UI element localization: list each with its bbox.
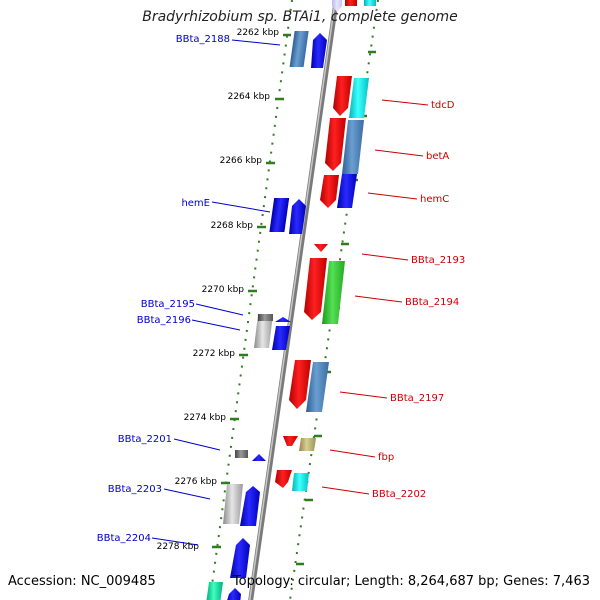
gene-feature-red-7[interactable] [275,470,292,488]
gene-feature-tdcD-red[interactable] [333,76,352,116]
gene-label-fbp[interactable]: fbp [378,452,394,463]
left-leader-lines [151,39,281,546]
gene-feature-bbta-2188[interactable] [311,33,327,68]
axis-label-2272: 2272 kbp [193,349,236,359]
gene-label-hemC[interactable]: hemC [420,194,449,205]
gene-feature-dark-top[interactable] [258,314,273,321]
right-track-guide [289,0,379,600]
leader-tdcD [381,99,429,106]
gene-feature-bbta-2203[interactable] [223,484,243,524]
gene-feature-top-stub[interactable] [332,0,342,12]
gene-label-betA[interactable]: betA [426,151,449,162]
gene-feature-gray-1[interactable] [254,314,273,348]
leader-bbta-2203 [163,488,211,500]
gene-feature-blue-1[interactable] [269,198,290,232]
gene-label-bbta-2203[interactable]: BBta_2203 [108,484,162,495]
axis-labels: 2262 kbp 2264 kbp 2266 kbp 2268 kbp 2270… [157,28,280,552]
leader-hemC [367,192,418,200]
leader-bbta-2193 [361,253,409,261]
leader-fbp [329,449,376,458]
axis-label-2270: 2270 kbp [202,285,245,295]
gene-feature-red-2[interactable] [325,118,346,171]
gene-feature-bbta-2201[interactable] [235,450,248,458]
axis-label-2262: 2262 kbp [237,28,280,38]
forward-strand-features [206,0,342,600]
accession-text: Accession: NC_009485 [8,574,156,589]
axis-label-2276: 2276 kbp [175,477,218,487]
gene-label-bbta-2202[interactable]: BBta_2202 [372,489,426,500]
gene-feature-blue-small[interactable] [252,454,266,461]
reverse-strand-features [275,0,376,491]
leader-bbta-2197 [339,391,388,399]
gene-feature-betA[interactable] [342,120,364,174]
gene-feature-bbta-2202[interactable] [292,473,309,491]
gene-feature-red-5[interactable] [289,360,311,409]
leader-hemE [211,201,271,213]
right-gene-labels: tdcD betA hemC BBta_2193 BBta_2194 BBta_… [372,100,465,500]
left-gene-labels: BBta_2188 hemE BBta_2195 BBta_2196 BBta_… [97,34,230,544]
gene-label-bbta-2196[interactable]: BBta_2196 [137,315,191,326]
axis-label-2264: 2264 kbp [228,92,271,102]
gene-label-bbta-2193[interactable]: BBta_2193 [411,255,465,266]
leader-bbta-2194 [354,295,403,303]
gene-feature-bbta-2204[interactable] [230,538,250,578]
leader-bbta-2195 [195,303,244,316]
leader-betA [374,149,424,157]
gene-feature-blue-2[interactable] [240,486,260,526]
gene-feature-bbta-2194[interactable] [322,261,345,324]
leader-bbta-2204 [151,537,199,546]
gene-feature-bbta-2195[interactable] [275,317,291,322]
gene-feature-fbp[interactable] [299,438,316,451]
genome-summary-text: Topology: circular; Length: 8,264,687 bp… [232,574,590,589]
gene-label-bbta-2194[interactable]: BBta_2194 [405,297,459,308]
right-leader-lines [321,99,429,495]
leader-bbta-2202 [321,486,370,495]
leader-bbta-2188 [231,39,281,46]
gene-label-tdcD[interactable]: tdcD [431,100,455,111]
genome-backbone-highlight [248,0,337,600]
gene-feature-red-top[interactable] [345,0,357,6]
axis-label-2268: 2268 kbp [211,221,254,231]
axis-label-2274: 2274 kbp [184,413,227,423]
gene-label-hemE[interactable]: hemE [181,198,210,209]
gene-label-bbta-2188[interactable]: BBta_2188 [176,34,230,45]
axis-label-2266: 2266 kbp [220,156,263,166]
genome-backbone [248,0,339,600]
gene-feature-steelblue[interactable] [289,31,309,67]
gene-label-bbta-2197[interactable]: BBta_2197 [390,393,444,404]
gene-feature-red-4[interactable] [304,258,327,320]
leader-bbta-2196 [191,319,241,331]
gene-feature-teal-bottom[interactable] [206,582,223,600]
gene-label-bbta-2195[interactable]: BBta_2195 [141,299,195,310]
gene-feature-cyan-top[interactable] [364,0,376,6]
gene-feature-hemC[interactable] [337,174,357,208]
gene-feature-bbta-2193[interactable] [314,244,328,252]
leader-bbta-2201 [173,438,221,451]
gene-feature-bbta-2197[interactable] [306,362,329,412]
gene-feature-bbta-2196[interactable] [272,326,290,350]
map-title: Bradyrhizobium sp. BTAi1, complete genom… [142,9,458,25]
axis-label-2278: 2278 kbp [157,542,200,552]
gene-label-bbta-2204[interactable]: BBta_2204 [97,533,151,544]
gene-feature-hemE[interactable] [289,199,306,234]
gene-feature-blue-bottom[interactable] [226,588,241,600]
gene-feature-red-6[interactable] [283,436,298,446]
gene-feature-red-3[interactable] [320,175,339,208]
gene-label-bbta-2201[interactable]: BBta_2201 [118,434,172,445]
gene-feature-tdcD[interactable] [349,78,369,118]
